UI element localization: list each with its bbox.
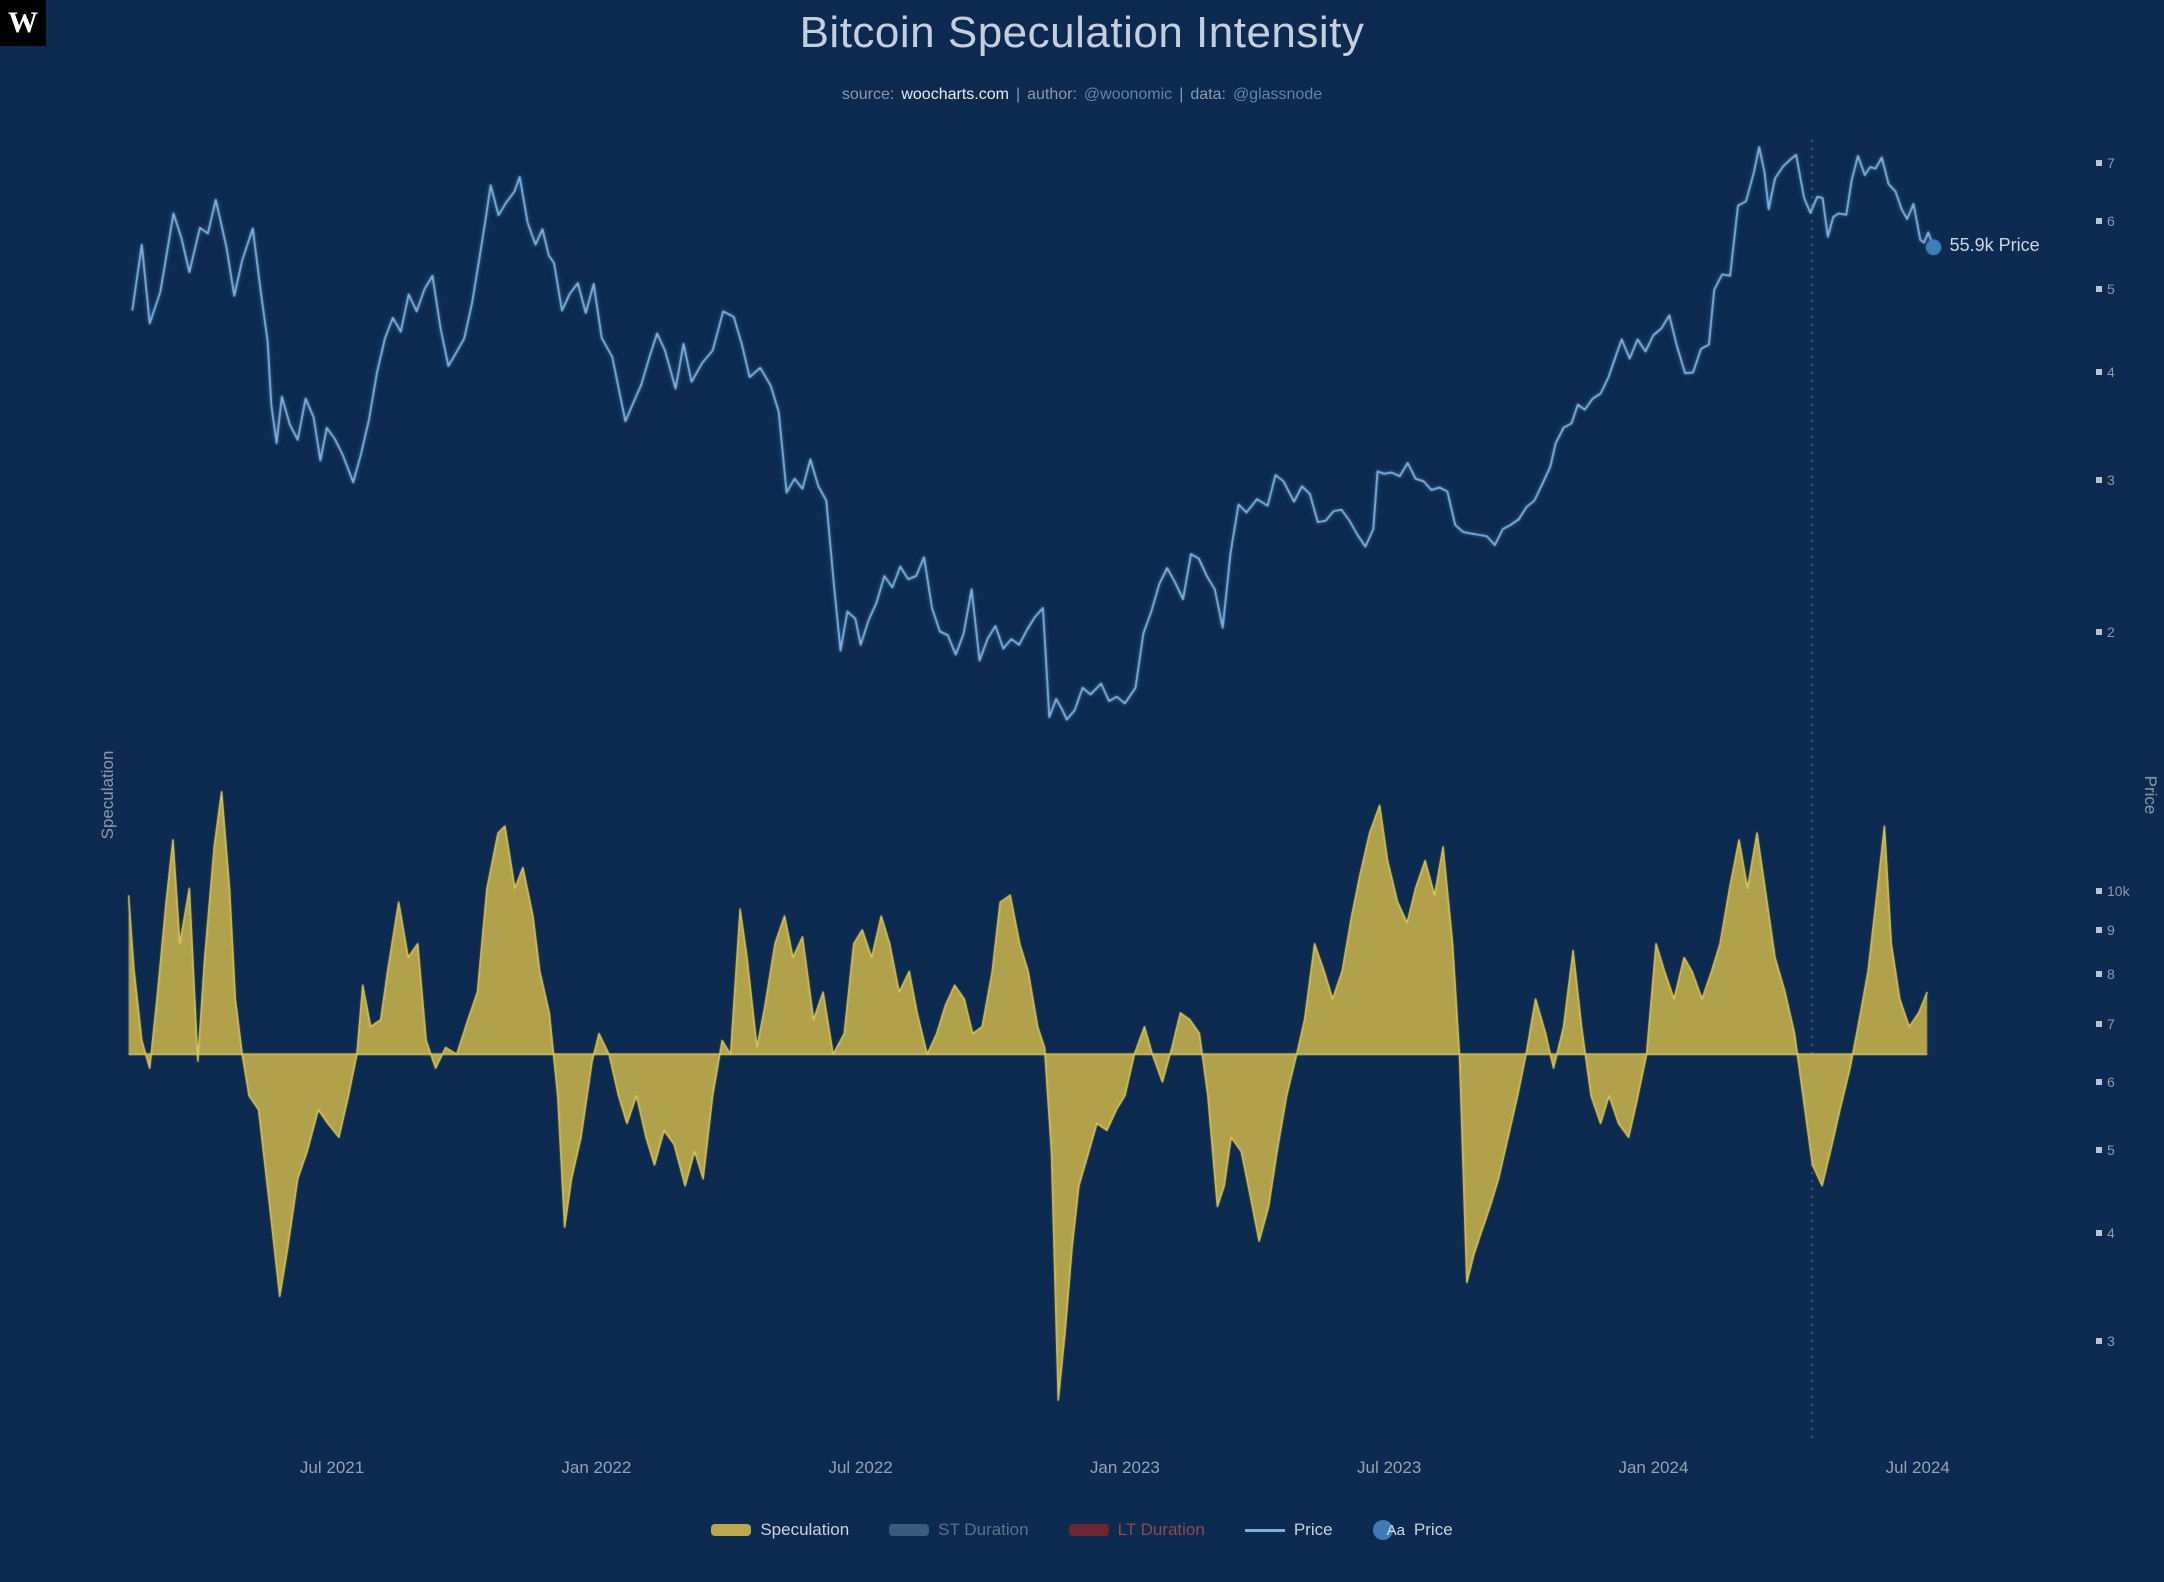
y-tick-label: 3 [2107,1332,2115,1349]
y-tick-label: 3 [2107,471,2115,488]
y-tick-label: 9 [2107,921,2115,938]
y-tick-label: 4 [2107,1225,2115,1242]
y-tick-label: 6 [2107,1073,2115,1090]
tick-square-icon [2096,970,2102,977]
author-label: author: [1027,86,1077,103]
line-swatch-icon [1244,1528,1285,1532]
y-tick-label: 8 [2107,965,2115,982]
source-label: source: [841,86,895,103]
area-swatch-icon [889,1524,930,1536]
tick-square-icon [2096,1020,2102,1027]
marker-swatch-icon [1372,1520,1393,1540]
tick-square-icon [2096,217,2102,224]
page-title: Bitcoin Speculation Intensity [799,8,1365,57]
tick-square-icon [2096,476,2102,483]
x-axis: Jul 2021 Jan 2022 Jul 2022 Jan 2023 Jul 2023… [0,1458,2164,1484]
legend-item-lt-duration[interactable]: LT Duration [1068,1520,1205,1540]
y-axis-tick: 4 [2096,1225,2115,1241]
legend-label: Price [1293,1520,1333,1539]
area-swatch-icon [1068,1524,1109,1536]
tick-square-icon [2096,1078,2102,1085]
area-swatch-icon [711,1524,752,1536]
y-axis-tick: 6 [2096,1074,2115,1090]
legend-label: Speculation [760,1520,850,1539]
y-tick-label: 10k [2107,882,2130,899]
x-tick-label: Jul 2023 [1357,1458,1422,1477]
speculation-axis-label: Speculation [98,750,117,840]
y-tick-label: 2 [2107,623,2115,640]
price-marker-label: 55.9k Price [1949,235,2040,256]
legend-aa-text: Aa [1386,1521,1405,1539]
x-tick-label: Jul 2021 [299,1458,365,1477]
x-tick-label: Jan 2022 [561,1458,632,1477]
legend-label: Price [1413,1520,1453,1539]
x-tick-label: Jan 2024 [1618,1458,1689,1477]
y-axis-tick: 2 [2096,624,2115,640]
y-axis-tick: 3 [2096,1333,2115,1349]
tick-square-icon [2096,369,2102,376]
y-axis-tick: 4 [2096,364,2115,380]
separator: | [1015,86,1021,103]
y-axis-tick: 7 [2096,1016,2115,1032]
y-tick-label: 5 [2107,1141,2115,1158]
tick-square-icon [2096,1337,2102,1344]
y-tick-label: 6 [2107,212,2115,229]
x-tick-label: Jul 2024 [1885,1458,1950,1477]
y-axis-tick: 6 [2096,213,2115,229]
separator: | [1179,86,1184,103]
source-link[interactable]: woocharts.com [901,86,1009,103]
legend: Speculation ST Duration LT Duration Price Aa… [0,1520,2164,1540]
data-link[interactable]: @glassnode [1232,86,1323,103]
author-link[interactable]: @woonomic [1083,86,1173,103]
chart-subtitle: source: woocharts.com | author: @woonomi… [0,86,2164,104]
y-axis-tick: 5 [2096,281,2115,297]
x-tick-label: Jul 2022 [828,1458,893,1477]
legend-label: ST Duration [938,1520,1029,1539]
tick-square-icon [2096,628,2102,635]
tick-square-icon [2096,887,2102,894]
y-tick-label: 4 [2107,364,2115,381]
x-tick-label: Jan 2023 [1089,1458,1160,1477]
tick-square-icon [2096,1230,2102,1237]
data-label: data: [1190,86,1226,103]
legend-item-st-duration[interactable]: ST Duration [889,1520,1029,1540]
y-axis-tick: 5 [2096,1142,2115,1158]
tick-square-icon [2096,926,2102,933]
y-axis-tick: 10k [2096,883,2130,899]
legend-label: LT Duration [1117,1520,1205,1539]
legend-item-price[interactable]: Price [1244,1520,1333,1540]
tick-square-icon [2096,160,2102,167]
legend-item-speculation[interactable]: Speculation [711,1520,849,1540]
woocharts-logo[interactable]: W [0,0,46,46]
y-tick-label: 7 [2107,1015,2115,1032]
y-axis-tick: 3 [2096,472,2115,488]
y-axis-tick: 7 [2096,155,2115,171]
tick-square-icon [2096,1146,2102,1153]
y-axis: 7 6 5 4 3 2 10k 9 8 7 6 5 4 3 [2096,0,2164,1582]
y-axis-tick: 9 [2096,922,2115,938]
legend-item-price[interactable]: Aa Price [1372,1520,1453,1540]
tick-square-icon [2096,286,2102,293]
y-tick-label: 5 [2107,281,2115,298]
y-axis-tick: 8 [2096,966,2115,982]
y-tick-label: 7 [2107,155,2115,172]
